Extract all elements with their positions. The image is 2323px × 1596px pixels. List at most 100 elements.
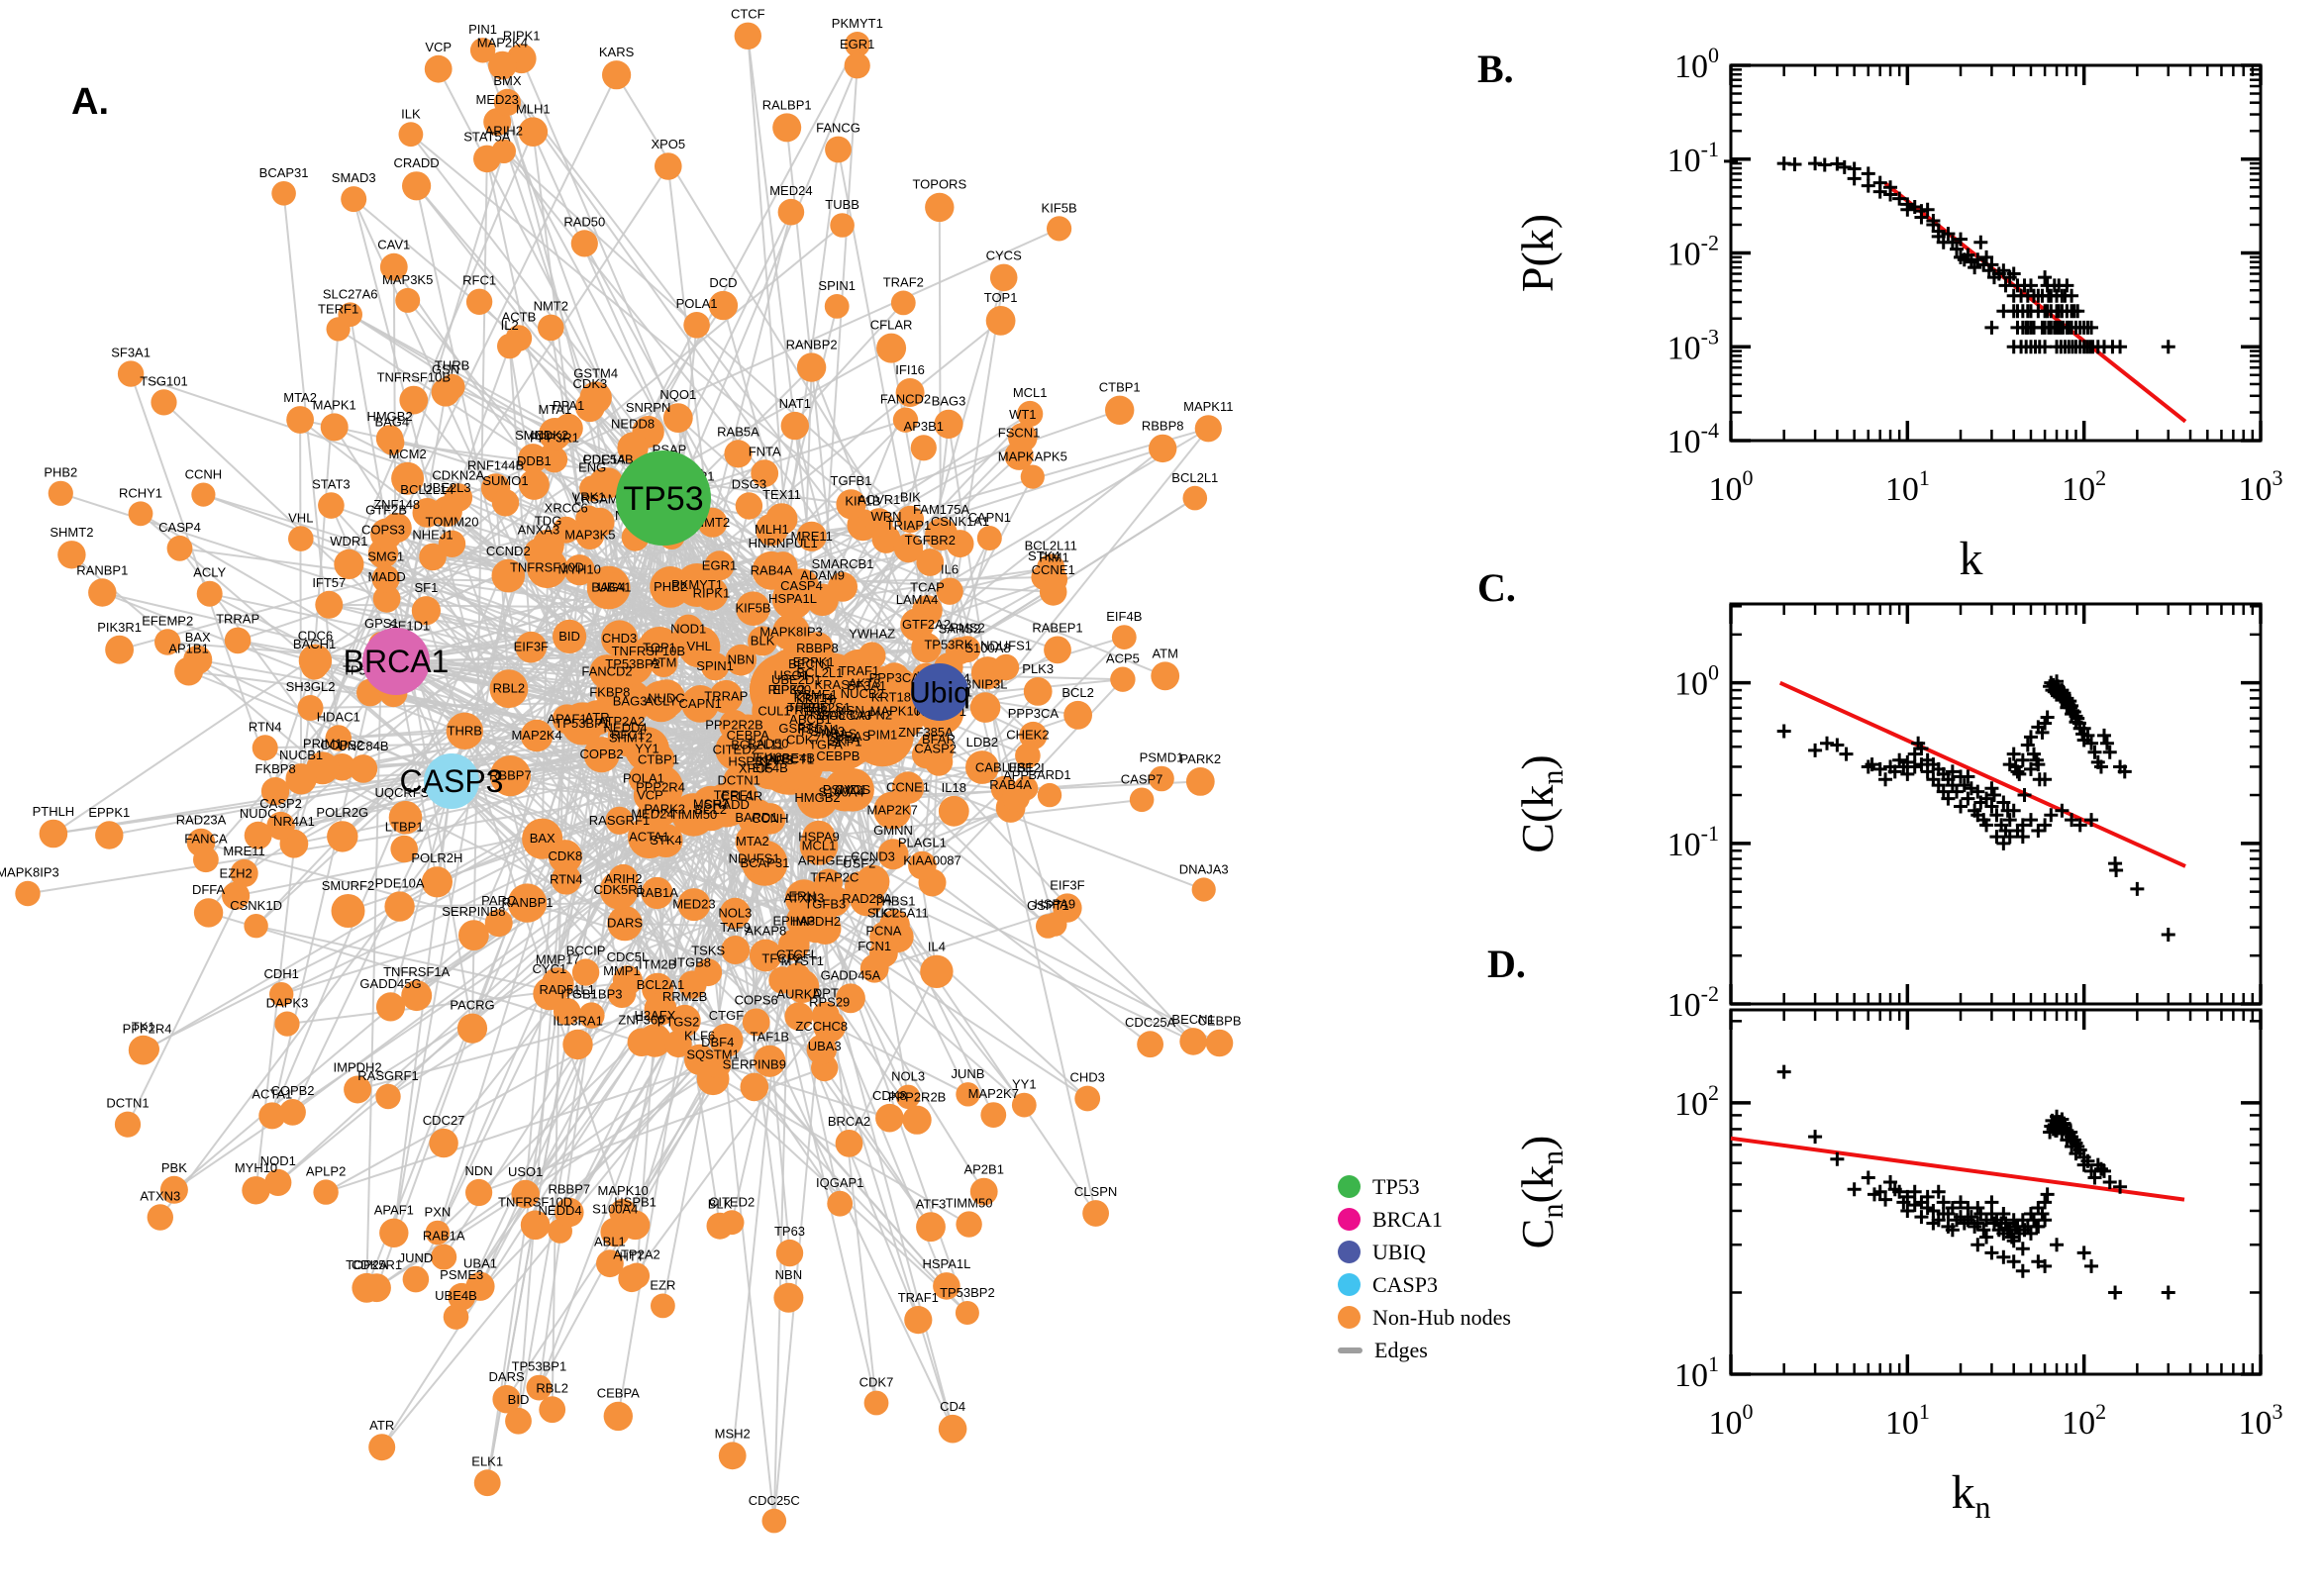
gene-node-label: PSME1 xyxy=(794,687,838,702)
gene-node-label: CCNH xyxy=(752,811,789,826)
gene-node-label: HMGB2 xyxy=(366,409,412,424)
gene-node-label: TUBB xyxy=(825,197,859,212)
gene-node-label: AP1B1 xyxy=(168,642,208,656)
gene-node-label: MED24 xyxy=(769,183,812,198)
gene-node-label: CDC5L xyxy=(607,949,650,964)
gene-node-label: MCL1 xyxy=(1013,385,1048,400)
gene-node-label: BARD1 xyxy=(735,810,777,825)
gene-node-label: RBL2 xyxy=(493,681,526,696)
gene-node-label: CEBPA xyxy=(727,728,769,743)
gene-node-label: TNFRSF10B xyxy=(377,370,451,385)
gene-node-label: MYH10 xyxy=(558,562,601,577)
gene-node-label: CDK3 xyxy=(573,376,608,391)
gene-node-label: KRT18 xyxy=(871,689,911,704)
gene-node-label: RIPK1 xyxy=(693,586,731,601)
gene-node-label: SLC25A11 xyxy=(867,905,929,920)
gene-node-label: PTHLH xyxy=(33,804,75,819)
gene-node-label: RALBP1 xyxy=(762,97,812,112)
gene-node-label: ILK xyxy=(401,106,421,121)
gene-node-label: TIMM50 xyxy=(670,807,718,822)
gene-node-label: DDB1 xyxy=(517,453,552,468)
fit-line xyxy=(1778,680,2186,868)
gene-node-label: TP53BP2 xyxy=(940,1285,995,1300)
gene-node-label: HSPA9 xyxy=(1034,896,1075,911)
gene-node-label: CDC25A xyxy=(1125,1015,1176,1030)
data-points xyxy=(1724,153,2175,354)
gene-node-label: IL2 xyxy=(501,318,519,333)
gene-node-label: TERF1 xyxy=(714,788,755,803)
gene-node-label: EIF3F xyxy=(514,640,549,654)
gene-node-label: TP53BP2 xyxy=(605,656,660,671)
gene-node-label: CDK8 xyxy=(549,848,583,863)
gene-node-label: MSH2 xyxy=(693,797,729,812)
gene-node-label: ATF3 xyxy=(916,1196,947,1211)
gene-node-label: CDH1 xyxy=(263,966,298,981)
gene-node-label: RAD50 xyxy=(748,737,789,751)
legend-item-non-hub-nodes: Non-Hub nodes xyxy=(1338,1301,1511,1334)
gene-node-label: WT1 xyxy=(1009,407,1036,422)
gene-node-label: BCL2L1 xyxy=(796,665,843,680)
gene-node-label: PRIM1 xyxy=(303,736,343,750)
gene-node-label: UBA3 xyxy=(808,1039,842,1053)
gene-node-label: BAX xyxy=(530,831,556,846)
gene-node-label: ATP2A2 xyxy=(598,714,645,729)
gene-node-label: CLSPN xyxy=(1074,1184,1117,1199)
gene-node-label: SUMO1 xyxy=(482,473,528,488)
gene-node-label: KRT14 xyxy=(794,690,834,705)
gene-node-label: BIK xyxy=(900,490,921,505)
gene-node-label: SERPINB9 xyxy=(723,1057,786,1072)
gene-node-label: DPT xyxy=(813,986,839,1001)
gene-node-label: IMPDH2 xyxy=(334,1060,382,1075)
gene-node-label: PACRG xyxy=(450,998,494,1013)
gene-node-label: NQO1 xyxy=(659,387,696,402)
gene-node-label: WRN xyxy=(870,509,901,524)
gene-node-label: PPP2R2B xyxy=(888,1090,947,1105)
gene-node-label: PXN xyxy=(425,1205,452,1220)
gene-node-label: CYC1 xyxy=(533,961,567,976)
gene-node-label: CTCF xyxy=(731,7,765,22)
gene-node-label: RFC1 xyxy=(611,728,645,743)
svg-text:101: 101 xyxy=(1885,465,1930,508)
data-points xyxy=(1776,1064,2175,1300)
gene-node-label: ELK1 xyxy=(471,1453,503,1468)
gene-node-label: CD4 xyxy=(940,1399,965,1414)
gene-node-label: TFCP2 xyxy=(761,950,802,965)
gene-node-label: PHB2 xyxy=(654,579,687,594)
gene-node-label: UBE2L3 xyxy=(423,480,470,495)
gene-node-label: ZNF360 xyxy=(618,1012,664,1027)
gene-node-label: ACLY xyxy=(645,693,677,708)
gene-node-label: HSPA1L xyxy=(922,1256,970,1271)
gene-node-label: SHMT2 xyxy=(50,525,93,540)
gene-node-label: THRB xyxy=(448,723,482,738)
gene-node-label: CEBPB xyxy=(1197,1014,1241,1029)
gene-node-label: ATM xyxy=(1152,646,1177,660)
gene-node-label: CSNK1D xyxy=(230,898,282,913)
gene-node-label: NAT1 xyxy=(779,396,811,411)
y-axis-title: Cn(kn) xyxy=(1512,1136,1569,1249)
gene-node-label: MCM2 xyxy=(388,447,426,461)
gene-node-label: DARS xyxy=(489,1369,525,1384)
gene-node-label: CUL1 xyxy=(758,703,790,718)
gene-node-label: KRT10 xyxy=(796,692,836,707)
gene-node-label: IL18 xyxy=(942,780,966,795)
gene-node-label: STK4 xyxy=(650,833,682,848)
gene-node-label: BARD1 xyxy=(1028,767,1070,782)
gene-node-label: DAPK3 xyxy=(266,996,309,1011)
gene-node-label: SMAD3 xyxy=(332,170,376,185)
gene-node-label: ZNF385A xyxy=(898,725,954,740)
gene-node-label: S100A4 xyxy=(592,1202,638,1217)
gene-node-label: CASP7 xyxy=(1121,772,1163,787)
x-axis-title: kn xyxy=(1952,1466,1991,1525)
gene-node-label: SQSTM1 xyxy=(686,1047,739,1061)
gene-node-label: PTGS2 xyxy=(657,1015,700,1030)
gene-node-label: APP xyxy=(1003,768,1029,783)
gene-node-label: ITGB1BP3 xyxy=(560,986,622,1001)
gene-node-label: TP53BP1 xyxy=(512,1359,567,1374)
gene-node-label: BFAR xyxy=(922,732,956,747)
gene-node-label: SH3GL2 xyxy=(286,679,336,694)
gene-node-label: RASGRF1 xyxy=(589,813,650,828)
gene-node-label: RANBP1 xyxy=(501,895,553,910)
gene-node-label: BID xyxy=(508,1392,530,1407)
gene-node-label: UQCRFS1 xyxy=(374,785,436,800)
gene-node-label: MMP17 xyxy=(536,951,580,966)
